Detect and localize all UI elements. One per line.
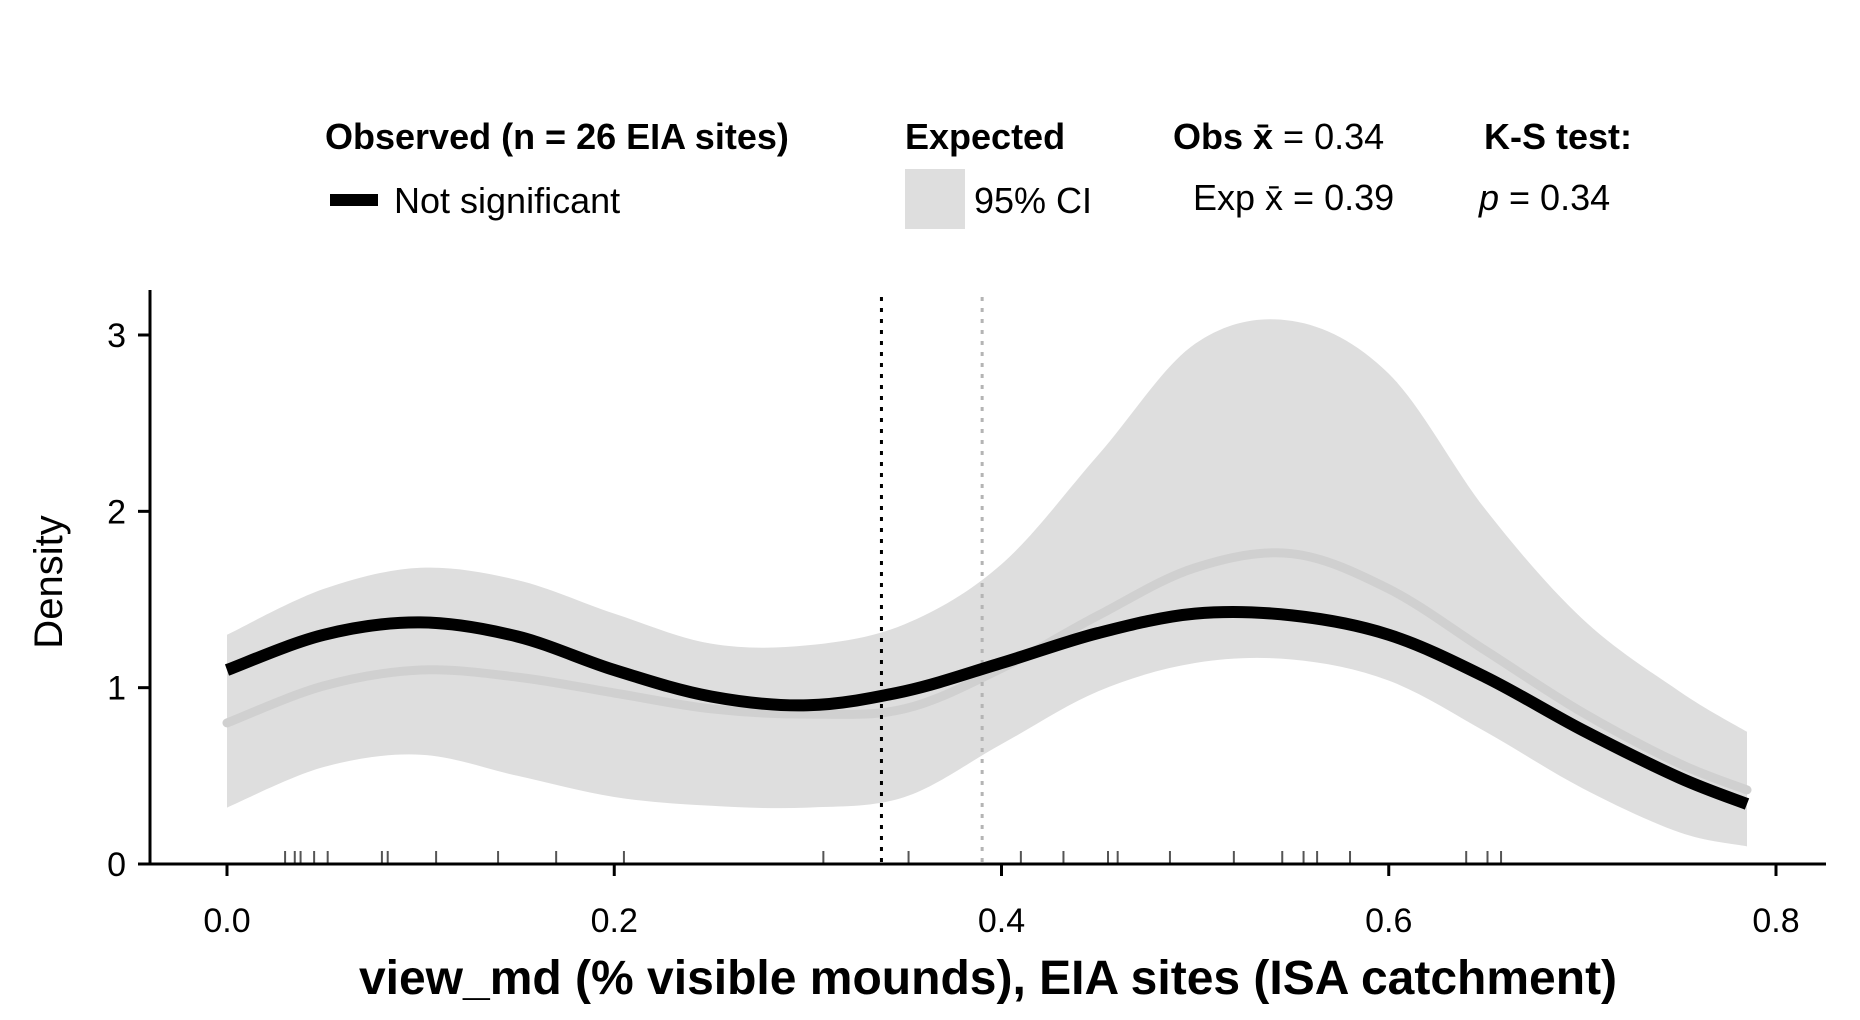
y-tick-label: 3 [107,317,126,355]
x-tick-label: 0.0 [203,902,250,940]
x-tick-label: 0.6 [1365,902,1412,940]
x-axis-title: view_md (% visible mounds), EIA sites (I… [359,952,1617,1005]
y-ticks: 0 1 2 3 [107,317,150,884]
legend-observed-item: Not significant [394,180,620,221]
observed-density-line [224,605,1750,810]
legend-ks-title: K-S test: [1484,116,1632,157]
x-tick-label: 0.4 [978,902,1025,940]
legend-ci-swatch [905,169,965,229]
ci-band [227,319,1747,847]
plot-area [222,297,1752,864]
x-tick-label: 0.8 [1752,902,1799,940]
legend-exp-mean: Exp x̄ = 0.39 [1193,177,1394,218]
y-tick-label: 0 [107,846,126,884]
y-tick-label: 1 [107,670,126,708]
legend-expected-item: 95% CI [974,180,1092,221]
y-axis-title: Density [27,515,71,648]
legend-ks-p: p = 0.34 [1478,177,1610,218]
y-tick-label: 2 [107,493,126,531]
rug-marks [284,851,1503,864]
legend-observed-title: Observed (n = 26 EIA sites) [325,116,789,157]
x-tick-label: 0.2 [591,902,638,940]
legend: Observed (n = 26 EIA sites) Not signific… [325,116,1632,229]
axes: 0.0 0.2 0.4 0.6 0.8 0 1 2 3 view_md (% visible … [27,290,1826,1005]
legend-expected-title: Expected [905,116,1065,157]
legend-obs-mean: Obs x̄ = 0.34 [1173,116,1384,157]
x-ticks: 0.0 0.2 0.4 0.6 0.8 [203,864,1800,940]
